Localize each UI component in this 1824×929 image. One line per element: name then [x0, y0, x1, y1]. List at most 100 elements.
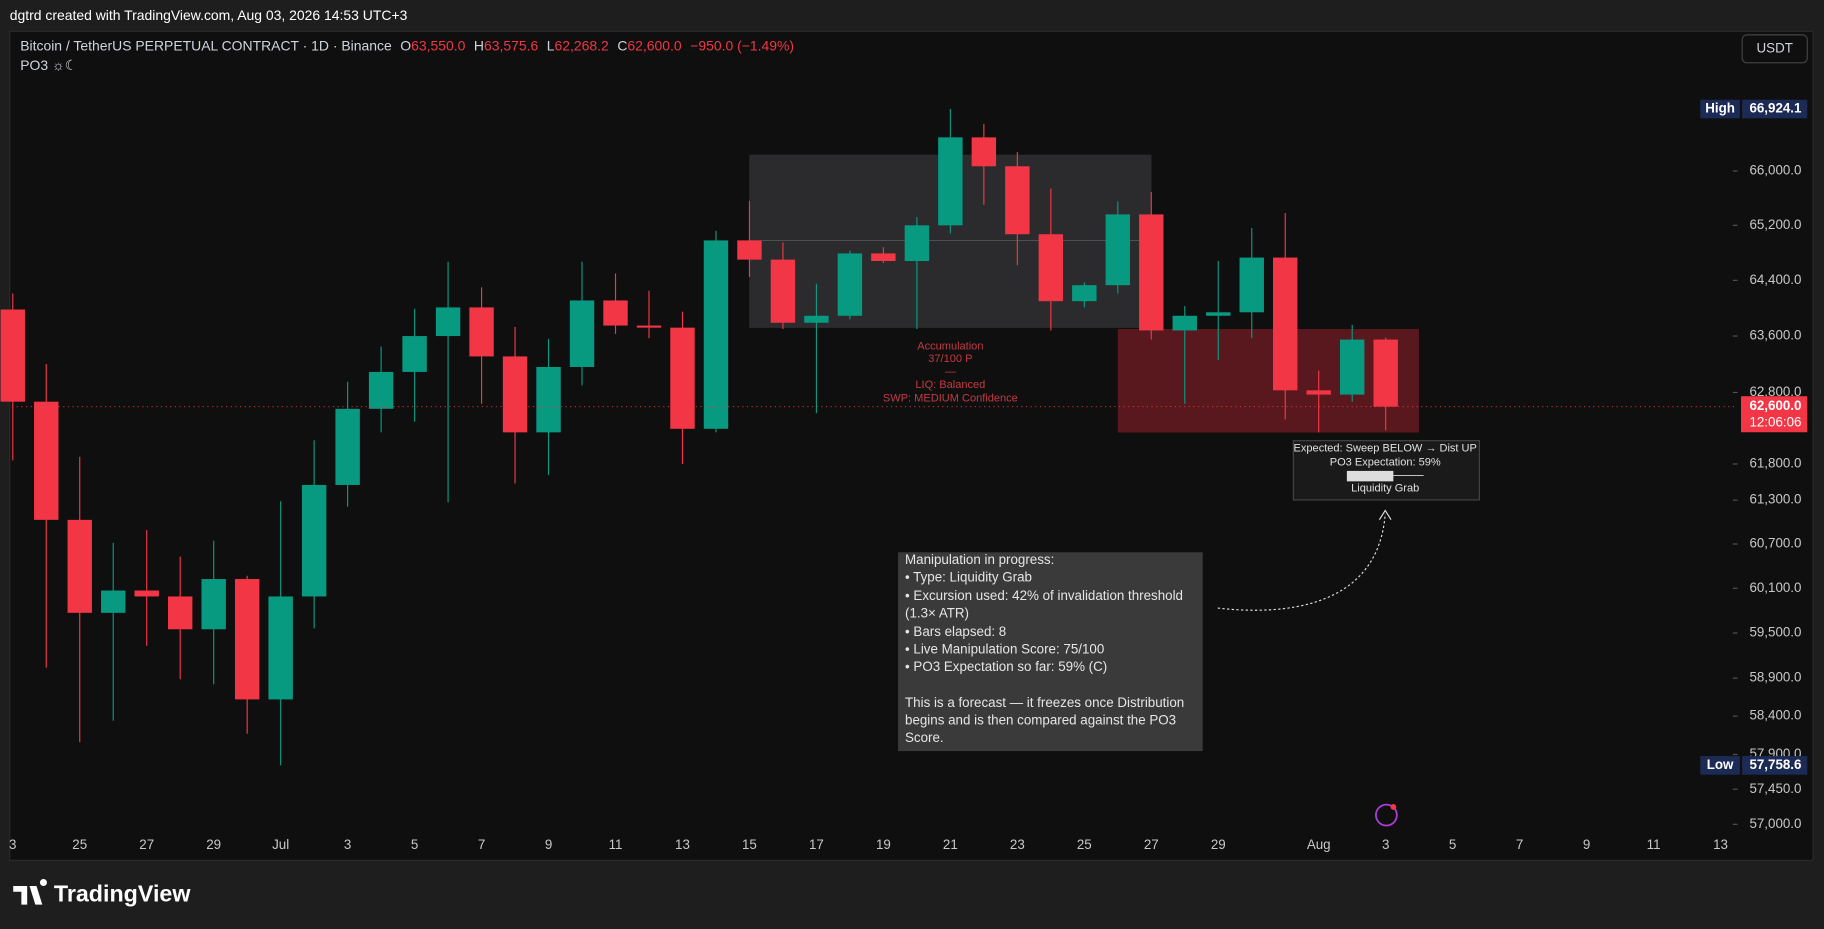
indicator: PO3 ☼☾	[20, 57, 77, 73]
manipulation-text: (1.3× ATR)	[905, 605, 969, 620]
x-tick-label: 3	[9, 837, 16, 852]
manipulation-zone	[1117, 329, 1419, 433]
change: −950.0 (−1.49%)	[690, 37, 794, 53]
candle-body	[904, 225, 930, 262]
manipulation-text: • Bars elapsed: 8	[905, 624, 1006, 639]
symbol-header: Bitcoin / TetherUS PERPETUAL CONTRACT · …	[20, 37, 794, 53]
x-tick-label: 25	[72, 837, 87, 852]
manipulation-text: begins and is then compared against the …	[905, 712, 1176, 727]
y-tick-label: 61,300.0	[1749, 492, 1801, 507]
candle-body	[971, 137, 997, 167]
last-price-label: 62,600.0	[1749, 398, 1801, 413]
manipulation-text: • Live Manipulation Score: 75/100	[905, 641, 1104, 656]
candle-body	[603, 300, 628, 326]
candle-body	[737, 240, 762, 260]
price-marker-value: 66,924.1	[1749, 101, 1802, 116]
candle-body	[435, 307, 461, 337]
accumulation-text: 37/100 P	[928, 353, 972, 365]
candle-body	[1373, 339, 1398, 407]
x-tick-label: 3	[1382, 837, 1389, 852]
candle-body	[1306, 390, 1331, 395]
countdown: 12:06:06	[1749, 414, 1801, 429]
x-tick-label: 11	[609, 837, 623, 852]
price-marker-box	[1742, 99, 1808, 119]
ohlc-value: 63,575.6	[484, 37, 539, 53]
x-tick-label: 19	[876, 837, 891, 852]
brand-logo: TradingView	[13, 879, 191, 906]
x-tick-label: 11	[1647, 837, 1661, 852]
ohlc-name: L	[547, 37, 555, 53]
y-tick-label: 59,500.0	[1749, 625, 1801, 640]
y-tick-label: 66,000.0	[1749, 163, 1801, 178]
arrow	[1217, 513, 1386, 611]
candle-body	[569, 300, 595, 367]
candle-body	[0, 309, 25, 402]
y-tick-label: 61,800.0	[1749, 456, 1801, 471]
accumulation-text: SWP: MEDIUM Confidence	[883, 393, 1018, 405]
y-tick-label: 57,450.0	[1749, 781, 1801, 796]
x-tick-label: 27	[1144, 837, 1159, 852]
x-tick-label: Aug	[1307, 837, 1331, 852]
last-price-box	[1741, 396, 1808, 433]
x-tick-label: 5	[1449, 837, 1456, 852]
y-tick-label: 58,400.0	[1749, 708, 1801, 723]
candle-body	[536, 366, 561, 433]
brand: TradingView	[54, 880, 191, 906]
logo-mark	[13, 879, 47, 905]
alert-icon[interactable]	[1375, 803, 1398, 827]
x-tick-label: 29	[206, 837, 221, 852]
candle-body	[502, 356, 528, 433]
candle-body	[938, 137, 963, 226]
candle-body	[335, 408, 360, 485]
manipulation-text: • Type: Liquidity Grab	[905, 569, 1032, 584]
price-marker-tag	[1700, 99, 1740, 119]
candle-body	[234, 579, 260, 700]
y-tick-label: 64,400.0	[1749, 272, 1801, 287]
candle-body	[268, 596, 293, 700]
candle-body	[1339, 339, 1365, 395]
y-tick-label: 60,100.0	[1749, 580, 1801, 595]
candle-body	[201, 579, 226, 630]
ohlc-name: C	[617, 37, 627, 53]
ohlc-name: O	[400, 37, 411, 53]
price-marker-name: Low	[1707, 757, 1734, 772]
x-tick-label: 21	[943, 837, 958, 852]
candle-body	[134, 590, 159, 597]
price-marker-tag	[1700, 756, 1740, 775]
candle-body	[1239, 257, 1264, 313]
y-tick-label: 57,000.0	[1749, 816, 1801, 831]
y-tick-label: 62,800.0	[1749, 384, 1801, 399]
candle-body	[101, 590, 126, 613]
candle-body	[1172, 315, 1197, 331]
accumulation-text: —	[945, 366, 957, 378]
accumulation-text: LIQ: Balanced	[915, 379, 985, 391]
alert-dot	[1390, 804, 1397, 810]
candle-body	[804, 315, 829, 323]
currency[interactable]: USDT	[1757, 40, 1793, 55]
x-tick-label: 29	[1211, 837, 1226, 852]
ohlc-name: H	[474, 37, 484, 53]
manipulation-text: • PO3 Expectation so far: 59% (C)	[905, 659, 1107, 674]
candle-body	[469, 307, 494, 357]
x-tick-label: 25	[1077, 837, 1092, 852]
x-tick-label: 7	[1516, 837, 1523, 852]
candle-body	[871, 253, 896, 262]
ohlc-value: 62,600.0	[627, 37, 682, 53]
x-tick-label: Jul	[272, 837, 289, 852]
candle-body	[703, 240, 729, 429]
ohlc-value: 62,268.2	[555, 37, 610, 53]
expectation-text: Expected: Sweep BELOW → Dist UP	[1294, 443, 1477, 455]
manipulation-text: Manipulation in progress:	[905, 552, 1054, 567]
candle-body	[34, 401, 59, 520]
expectation-text: Liquidity Grab	[1351, 482, 1419, 494]
y-tick-label: 63,600.0	[1749, 328, 1801, 343]
candle-body	[636, 325, 662, 328]
manipulation-box	[898, 552, 1203, 752]
currency-button[interactable]	[1741, 34, 1808, 64]
progress-bar	[1346, 470, 1394, 482]
x-tick-label: 13	[675, 837, 690, 852]
x-tick-label: 13	[1713, 837, 1728, 852]
x-tick-label: 5	[411, 837, 418, 852]
candle-body	[1105, 214, 1131, 286]
